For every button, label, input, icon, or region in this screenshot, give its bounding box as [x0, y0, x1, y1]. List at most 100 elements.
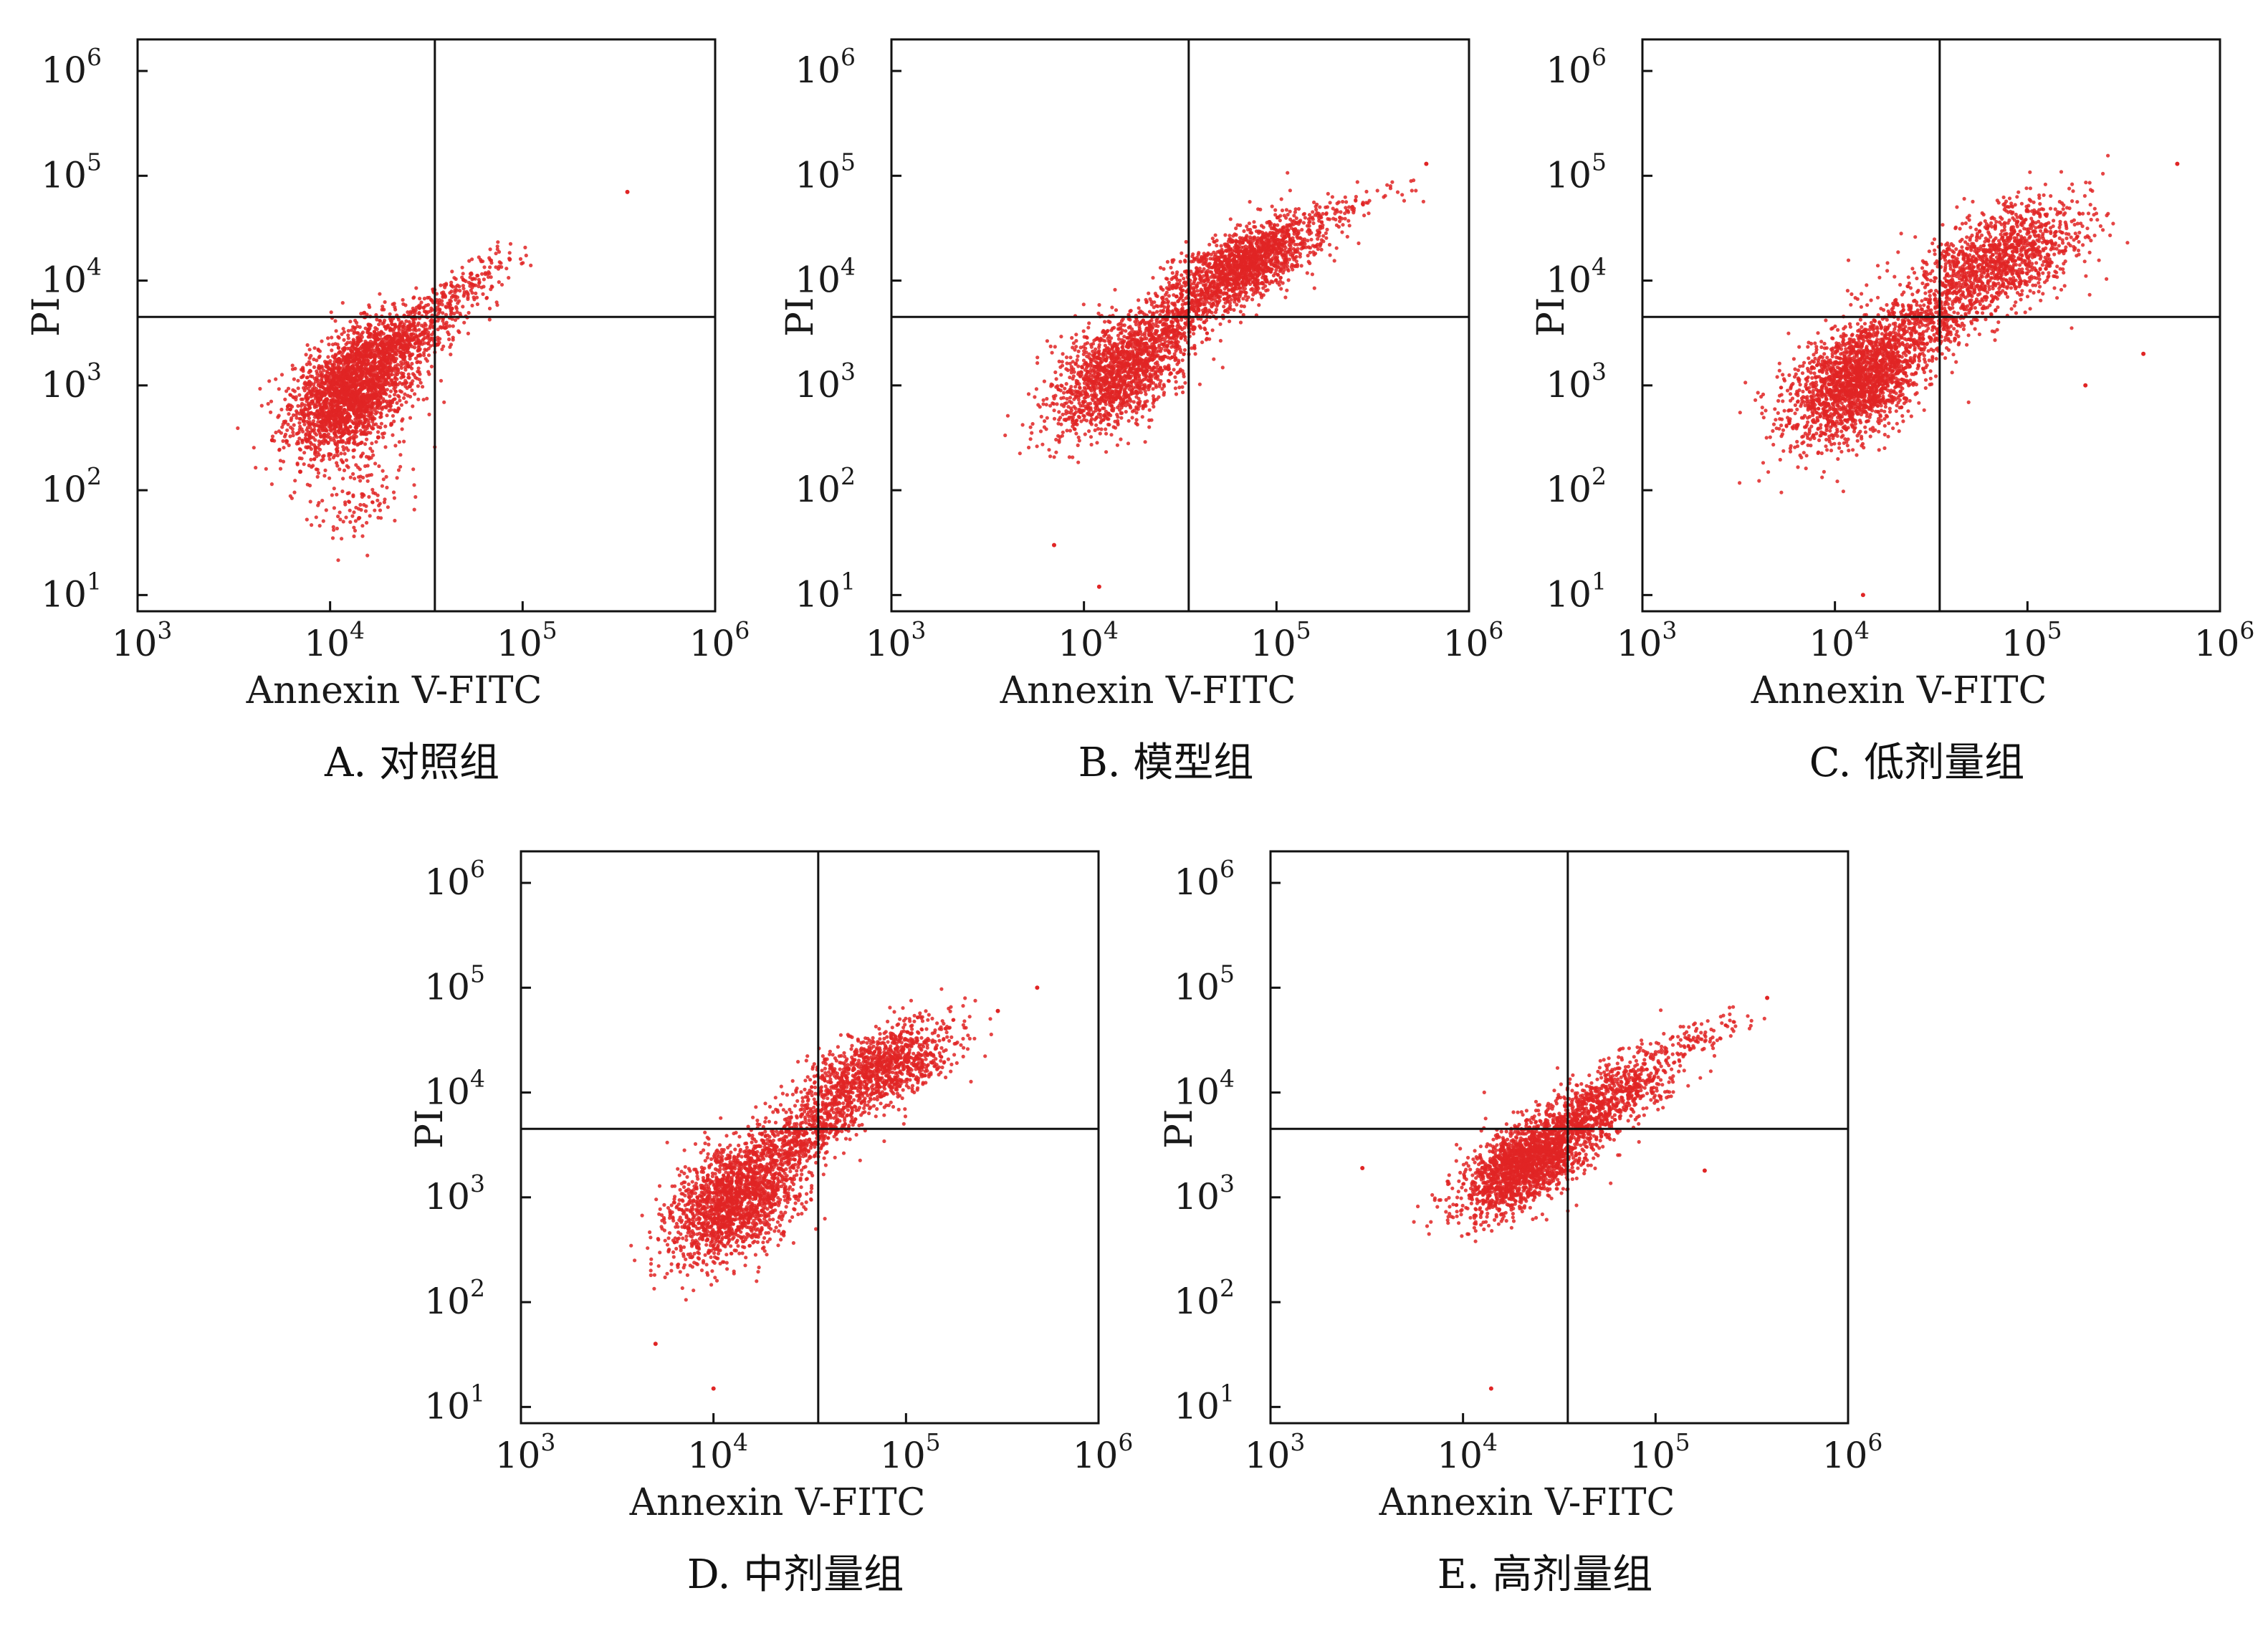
data-point — [1041, 398, 1046, 403]
data-point — [374, 422, 378, 426]
data-point — [346, 329, 350, 333]
data-point — [399, 403, 404, 407]
data-point — [1106, 389, 1111, 394]
data-point — [1078, 374, 1083, 378]
data-point — [302, 462, 306, 467]
data-point — [1059, 335, 1063, 339]
data-point — [296, 386, 300, 391]
data-point — [1059, 383, 1063, 388]
data-point — [1151, 387, 1155, 391]
data-point — [1065, 429, 1069, 433]
data-point — [322, 413, 326, 419]
data-point — [341, 477, 345, 481]
data-point — [376, 350, 381, 355]
data-point — [320, 381, 325, 385]
data-point — [1119, 416, 1124, 420]
data-point — [302, 451, 307, 455]
data-point — [488, 265, 492, 269]
data-point — [1122, 388, 1126, 392]
data-point — [350, 419, 354, 424]
data-point — [1103, 348, 1107, 353]
data-point — [316, 503, 320, 507]
data-point — [424, 303, 429, 307]
data-point — [1122, 391, 1126, 396]
data-point — [1117, 403, 1121, 408]
data-point — [348, 399, 353, 404]
data-point — [1089, 393, 1094, 398]
data-point — [330, 385, 334, 389]
data-point — [1218, 338, 1222, 343]
data-point — [1122, 339, 1126, 343]
data-point — [307, 420, 312, 424]
data-point — [1162, 383, 1166, 387]
data-point — [373, 326, 378, 330]
data-point — [375, 498, 380, 502]
data-point — [1167, 365, 1171, 370]
data-point — [1069, 368, 1073, 372]
y-tick-label: 102 — [41, 462, 102, 510]
data-point — [477, 284, 481, 289]
data-point — [349, 436, 353, 440]
data-point — [384, 327, 388, 331]
data-point — [403, 362, 408, 366]
data-point — [338, 401, 342, 405]
data-point — [1068, 396, 1073, 400]
data-point — [1094, 396, 1098, 400]
data-point — [520, 262, 524, 266]
data-point — [1076, 349, 1081, 353]
data-point — [295, 431, 299, 436]
data-point — [1137, 322, 1142, 326]
data-point — [365, 479, 370, 483]
data-point — [1106, 417, 1111, 421]
data-point — [1152, 398, 1157, 403]
data-point — [1115, 443, 1119, 447]
data-point — [371, 426, 375, 431]
data-point — [1026, 392, 1031, 396]
data-point — [1182, 374, 1186, 379]
data-point — [1073, 385, 1078, 389]
data-point — [1182, 348, 1187, 352]
data-point — [366, 388, 370, 393]
data-point — [411, 372, 416, 376]
data-point — [451, 324, 455, 328]
data-point — [1308, 250, 1312, 254]
data-point — [398, 398, 402, 403]
data-point — [1052, 408, 1056, 413]
data-point — [397, 338, 401, 343]
data-point — [1183, 381, 1187, 385]
data-point — [423, 335, 427, 340]
data-point — [1074, 339, 1078, 343]
data-point — [1093, 369, 1097, 373]
data-point — [414, 286, 418, 290]
data-point — [1072, 370, 1076, 374]
data-point — [375, 345, 379, 350]
data-point — [344, 458, 349, 462]
data-point — [1157, 368, 1161, 373]
data-point — [1099, 388, 1103, 393]
data-point — [1142, 404, 1146, 409]
data-point — [1149, 368, 1154, 373]
data-point — [473, 277, 477, 281]
data-point — [1173, 386, 1177, 391]
data-point — [301, 373, 305, 378]
data-point — [1104, 427, 1108, 431]
data-point — [284, 389, 289, 393]
data-point — [447, 302, 451, 306]
data-point — [411, 404, 415, 408]
data-point — [388, 312, 392, 316]
data-point — [1127, 387, 1131, 391]
data-point — [363, 401, 368, 406]
data-point — [1117, 368, 1121, 373]
data-point — [1050, 350, 1054, 355]
data-point — [323, 468, 327, 473]
data-point — [362, 310, 367, 315]
data-point — [368, 514, 372, 518]
data-point — [322, 368, 326, 373]
data-point — [1152, 351, 1156, 355]
data-point — [1102, 399, 1106, 403]
data-point — [415, 360, 419, 365]
data-point — [1125, 341, 1130, 345]
data-point — [1116, 356, 1120, 360]
data-point — [382, 431, 386, 436]
data-point — [1087, 321, 1091, 325]
